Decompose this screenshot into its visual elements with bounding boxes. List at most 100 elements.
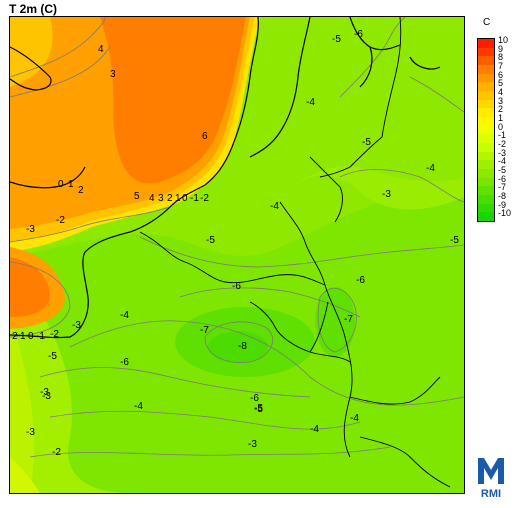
contour-label: 4 bbox=[98, 44, 104, 55]
legend-swatch bbox=[478, 39, 494, 49]
contour-label: -6 bbox=[356, 275, 365, 286]
legend-swatch bbox=[478, 169, 494, 179]
rmi-logo: RMI bbox=[474, 454, 508, 500]
field-band-minus2 bbox=[10, 457, 40, 493]
field-band-minus3-east bbox=[280, 166, 464, 210]
legend-label: -2 bbox=[498, 139, 507, 149]
contour-label: -4 bbox=[270, 201, 279, 212]
contour-label: 3 bbox=[110, 69, 116, 80]
contour-value-labels: 4 3 6 5 4 3 2 1 0 -1 -2 0 1 2 -2 -3 2 1 … bbox=[12, 29, 459, 458]
contour-label: -4 bbox=[120, 310, 129, 321]
contour-label: -3 bbox=[42, 391, 51, 402]
legend-label: -9 bbox=[498, 199, 507, 210]
contour-label: 2 bbox=[167, 193, 173, 204]
contour-label: 5 bbox=[134, 191, 140, 202]
contour-label: -3 bbox=[72, 320, 81, 331]
contour-label: -5 bbox=[450, 235, 459, 246]
legend-label: -3 bbox=[498, 147, 507, 158]
contour-label: -2 bbox=[200, 193, 209, 204]
contour-label: -5 bbox=[254, 403, 263, 414]
legend-swatch bbox=[478, 143, 494, 153]
legend-swatch bbox=[478, 47, 494, 57]
contour-label: 2 bbox=[12, 331, 18, 342]
field-cold-core-east bbox=[315, 287, 355, 357]
contour-label: 4 bbox=[149, 193, 155, 204]
contour-label: -6 bbox=[232, 281, 241, 292]
contour-label: -5 bbox=[332, 34, 341, 45]
legend-label: -4 bbox=[498, 156, 507, 167]
contour-label: -3 bbox=[382, 189, 391, 200]
legend-swatch bbox=[478, 186, 494, 196]
logo-text: RMI bbox=[481, 488, 501, 500]
contour-label: -2 bbox=[52, 447, 61, 458]
legend-swatch bbox=[478, 65, 494, 75]
legend-label: 9 bbox=[498, 43, 504, 54]
contour-label: -2 bbox=[50, 329, 59, 340]
contour-label: -3 bbox=[26, 224, 35, 235]
legend-swatch bbox=[478, 134, 494, 144]
legend-label: -5 bbox=[498, 165, 507, 175]
contour-label: -4 bbox=[426, 163, 435, 174]
contour-label: -3 bbox=[248, 439, 257, 450]
map-title: T 2m (C) bbox=[9, 2, 57, 16]
contour-label: 0 bbox=[58, 179, 64, 190]
legend-swatch bbox=[478, 125, 494, 135]
color-legend bbox=[477, 38, 495, 222]
legend-swatch bbox=[478, 56, 494, 66]
contour-label: -4 bbox=[306, 97, 315, 108]
contour-label: -3 bbox=[40, 387, 49, 398]
legend-label: 4 bbox=[498, 87, 504, 97]
contour-label: -7 bbox=[344, 314, 353, 325]
contour-lines bbox=[10, 17, 464, 458]
legend-swatch bbox=[478, 99, 494, 109]
contour-label: -7 bbox=[200, 325, 209, 336]
legend-label: -8 bbox=[498, 191, 507, 201]
legend-label: -7 bbox=[498, 182, 507, 193]
legend-label: 6 bbox=[498, 69, 504, 80]
contour-label: -8 bbox=[238, 341, 247, 352]
contour-label: -6 bbox=[120, 357, 129, 368]
field-band-minus3 bbox=[10, 317, 34, 493]
coastlines bbox=[10, 17, 441, 339]
legend-swatch bbox=[478, 177, 494, 187]
legend-label: 0 bbox=[498, 121, 504, 132]
legend-swatch bbox=[478, 160, 494, 170]
legend-swatch bbox=[478, 203, 494, 213]
contour-label: -5 bbox=[362, 137, 371, 148]
field-cold-core-minus8 bbox=[208, 331, 268, 363]
legend-swatch bbox=[478, 108, 494, 118]
contour-label: -4 bbox=[310, 424, 319, 435]
contour-label: -5 bbox=[254, 404, 263, 415]
contour-label: -4 bbox=[134, 401, 143, 412]
legend-swatch bbox=[478, 73, 494, 83]
contour-label: 1 bbox=[68, 179, 74, 190]
legend-label: 10 bbox=[498, 35, 509, 45]
legend-label: -6 bbox=[498, 173, 507, 184]
contour-label: -5 bbox=[48, 351, 57, 362]
contour-label: -5 bbox=[206, 235, 215, 246]
contour-label: -1 bbox=[190, 193, 199, 204]
legend-label: 8 bbox=[498, 52, 504, 63]
legend-label: 5 bbox=[498, 78, 504, 89]
field-warm-west-core bbox=[10, 257, 50, 317]
contour-label: 2 bbox=[78, 185, 84, 196]
legend-swatch bbox=[478, 117, 494, 127]
contour-label: -1 bbox=[36, 331, 45, 342]
contour-label: 0 bbox=[182, 193, 188, 204]
temperature-map[interactable]: 4 3 6 5 4 3 2 1 0 -1 -2 0 1 2 -2 -3 2 1 … bbox=[9, 16, 465, 494]
contour-label: 6 bbox=[202, 131, 208, 142]
contour-label: 1 bbox=[175, 193, 181, 204]
legend-unit: C bbox=[483, 17, 491, 28]
contour-label: -3 bbox=[26, 427, 35, 438]
legend-label: 1 bbox=[498, 113, 504, 123]
legend-swatch bbox=[478, 195, 494, 205]
legend-label: -10 bbox=[498, 208, 512, 219]
contour-label: 1 bbox=[20, 331, 26, 342]
country-borders bbox=[139, 17, 451, 488]
field-band-minus4 bbox=[10, 267, 130, 493]
contour-label: -6 bbox=[250, 393, 259, 404]
legend-label: 2 bbox=[498, 104, 504, 115]
contour-label: -2 bbox=[56, 215, 65, 226]
contour-label: 3 bbox=[158, 193, 164, 204]
contour-label: 0 bbox=[28, 331, 34, 342]
